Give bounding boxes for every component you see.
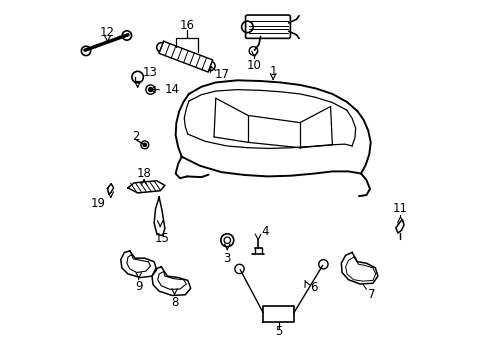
Text: 2: 2 xyxy=(132,130,140,143)
Text: 6: 6 xyxy=(309,281,317,294)
FancyBboxPatch shape xyxy=(245,15,290,39)
Polygon shape xyxy=(152,267,190,296)
Text: 7: 7 xyxy=(367,288,375,301)
Text: 18: 18 xyxy=(136,167,151,180)
Text: 3: 3 xyxy=(223,252,230,265)
Circle shape xyxy=(142,143,146,147)
Text: 16: 16 xyxy=(179,19,194,32)
Polygon shape xyxy=(121,251,156,278)
Text: 14: 14 xyxy=(164,83,180,96)
Polygon shape xyxy=(128,181,164,193)
Text: 19: 19 xyxy=(90,197,105,210)
Text: 4: 4 xyxy=(261,225,269,238)
Polygon shape xyxy=(159,41,212,72)
Text: 9: 9 xyxy=(135,280,142,293)
Polygon shape xyxy=(395,220,403,233)
Circle shape xyxy=(148,87,152,92)
Text: 12: 12 xyxy=(100,27,115,40)
Polygon shape xyxy=(154,197,164,235)
Text: 11: 11 xyxy=(392,202,407,215)
Text: 15: 15 xyxy=(154,231,169,244)
Text: 17: 17 xyxy=(215,68,230,81)
Polygon shape xyxy=(107,184,113,194)
Polygon shape xyxy=(341,252,377,284)
Text: 13: 13 xyxy=(142,66,157,79)
Text: 10: 10 xyxy=(246,59,262,72)
Text: 8: 8 xyxy=(170,296,178,309)
Text: 5: 5 xyxy=(274,325,282,338)
Text: 1: 1 xyxy=(269,65,276,78)
